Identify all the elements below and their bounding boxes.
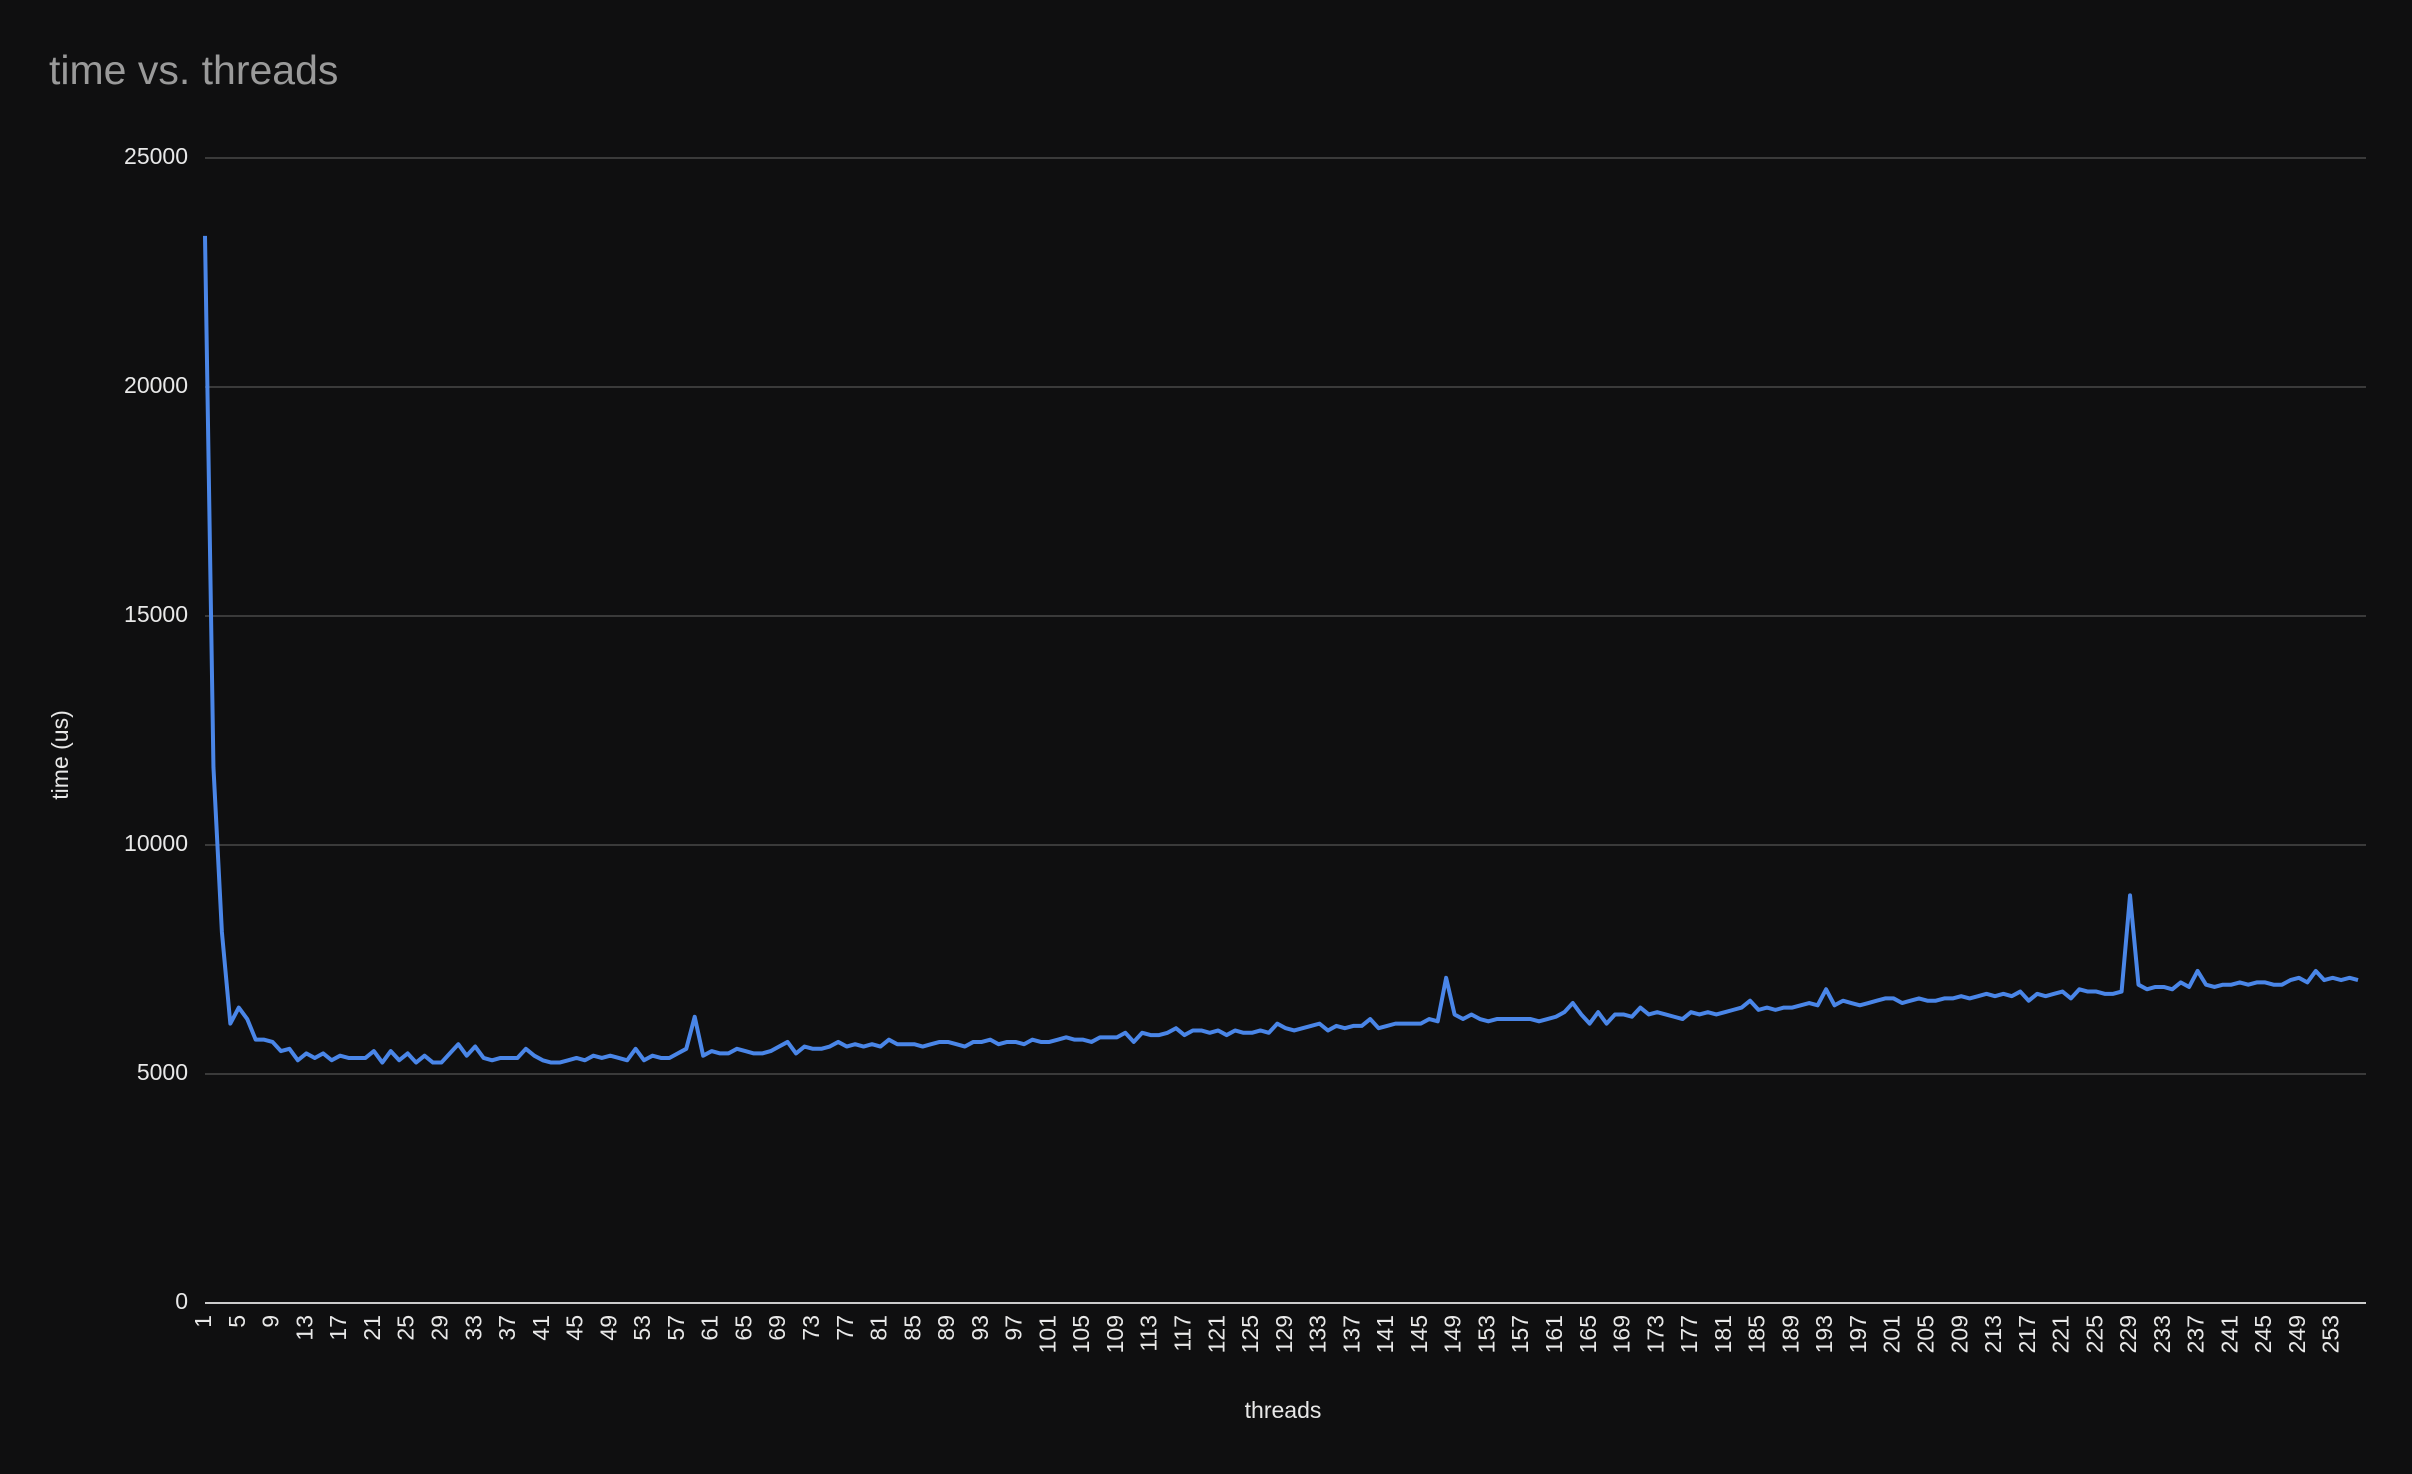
x-tick-label: 197 [1845, 1315, 1871, 1353]
x-tick-label: 9 [258, 1315, 284, 1328]
y-tick-label: 0 [175, 1288, 188, 1314]
x-tick-label: 201 [1879, 1315, 1905, 1353]
x-tick-label: 85 [899, 1315, 925, 1341]
x-tick-label: 61 [697, 1315, 723, 1341]
x-tick-label: 1 [190, 1315, 216, 1328]
x-tick-label: 17 [325, 1315, 351, 1341]
x-tick-label: 213 [1980, 1315, 2006, 1353]
x-tick-label: 21 [359, 1315, 385, 1341]
x-tick-label: 45 [562, 1315, 588, 1341]
x-tick-label: 101 [1034, 1315, 1060, 1353]
x-tick-label: 249 [2284, 1315, 2310, 1353]
x-tick-label: 237 [2183, 1315, 2209, 1353]
x-tick-label: 93 [967, 1315, 993, 1341]
x-tick-label: 245 [2250, 1315, 2276, 1353]
x-tick-label: 133 [1305, 1315, 1331, 1353]
x-tick-label: 109 [1102, 1315, 1128, 1353]
x-tick-label: 217 [2014, 1315, 2040, 1353]
x-tick-label: 69 [764, 1315, 790, 1341]
x-tick-label: 121 [1203, 1315, 1229, 1353]
x-tick-label: 137 [1338, 1315, 1364, 1353]
x-tick-label: 221 [2048, 1315, 2074, 1353]
x-tick-label: 149 [1440, 1315, 1466, 1353]
x-tick-label: 157 [1507, 1315, 1533, 1353]
y-tick-label: 15000 [124, 601, 188, 627]
x-tick-label: 5 [224, 1315, 250, 1328]
x-tick-label: 253 [2318, 1315, 2344, 1353]
x-tick-label: 37 [494, 1315, 520, 1341]
line [203, 235, 2359, 1065]
x-tick-label: 117 [1169, 1315, 1195, 1352]
y-tick-label: 5000 [137, 1059, 188, 1085]
x-tick-label: 161 [1541, 1315, 1567, 1353]
x-tick-label: 229 [2115, 1315, 2141, 1353]
chart-title: time vs. threads [49, 47, 338, 93]
x-tick-label: 205 [1912, 1315, 1938, 1353]
x-tick-label: 141 [1372, 1315, 1398, 1353]
x-tick-label: 41 [528, 1315, 554, 1341]
x-tick-label: 25 [393, 1315, 419, 1341]
x-tick-label: 65 [730, 1315, 756, 1341]
y-tick-label: 10000 [124, 830, 188, 856]
x-tick-label: 225 [2081, 1315, 2107, 1353]
x-tick-label: 233 [2149, 1315, 2175, 1353]
x-tick-label: 153 [1473, 1315, 1499, 1353]
x-tick-label: 189 [1777, 1315, 1803, 1353]
x-tick-label: 57 [663, 1315, 689, 1341]
x-tick-label: 77 [832, 1315, 858, 1341]
x-tick-label: 89 [933, 1315, 959, 1341]
x-tick-label: 73 [798, 1315, 824, 1341]
x-tick-label: 49 [595, 1315, 621, 1341]
x-tick-label: 29 [426, 1315, 452, 1341]
x-tick-label: 125 [1237, 1315, 1263, 1353]
x-tick-label: 177 [1676, 1315, 1702, 1353]
x-tick-label: 185 [1744, 1315, 1770, 1353]
x-tick-label: 33 [460, 1315, 486, 1341]
y-tick-label: 25000 [124, 143, 188, 169]
x-tick-label: 53 [629, 1315, 655, 1341]
x-tick-label: 13 [291, 1315, 317, 1341]
x-tick-label: 209 [1946, 1315, 1972, 1353]
x-tick-label: 97 [1001, 1315, 1027, 1341]
x-tick-label: 105 [1068, 1315, 1094, 1353]
x-tick-label: 193 [1811, 1315, 1837, 1353]
x-tick-label: 169 [1609, 1315, 1635, 1353]
x-tick-label: 113 [1136, 1315, 1162, 1352]
x-tick-label: 129 [1271, 1315, 1297, 1353]
x-tick-label: 173 [1642, 1315, 1668, 1353]
y-tick-label: 20000 [124, 372, 188, 398]
x-axis-title: threads [1245, 1397, 1322, 1423]
x-tick-label: 81 [866, 1315, 892, 1341]
x-tick-label: 145 [1406, 1315, 1432, 1353]
y-axis-title: time (us) [47, 710, 73, 799]
x-tick-label: 165 [1575, 1315, 1601, 1353]
x-tick-label: 181 [1710, 1315, 1736, 1353]
x-tick-label: 241 [2216, 1315, 2242, 1353]
